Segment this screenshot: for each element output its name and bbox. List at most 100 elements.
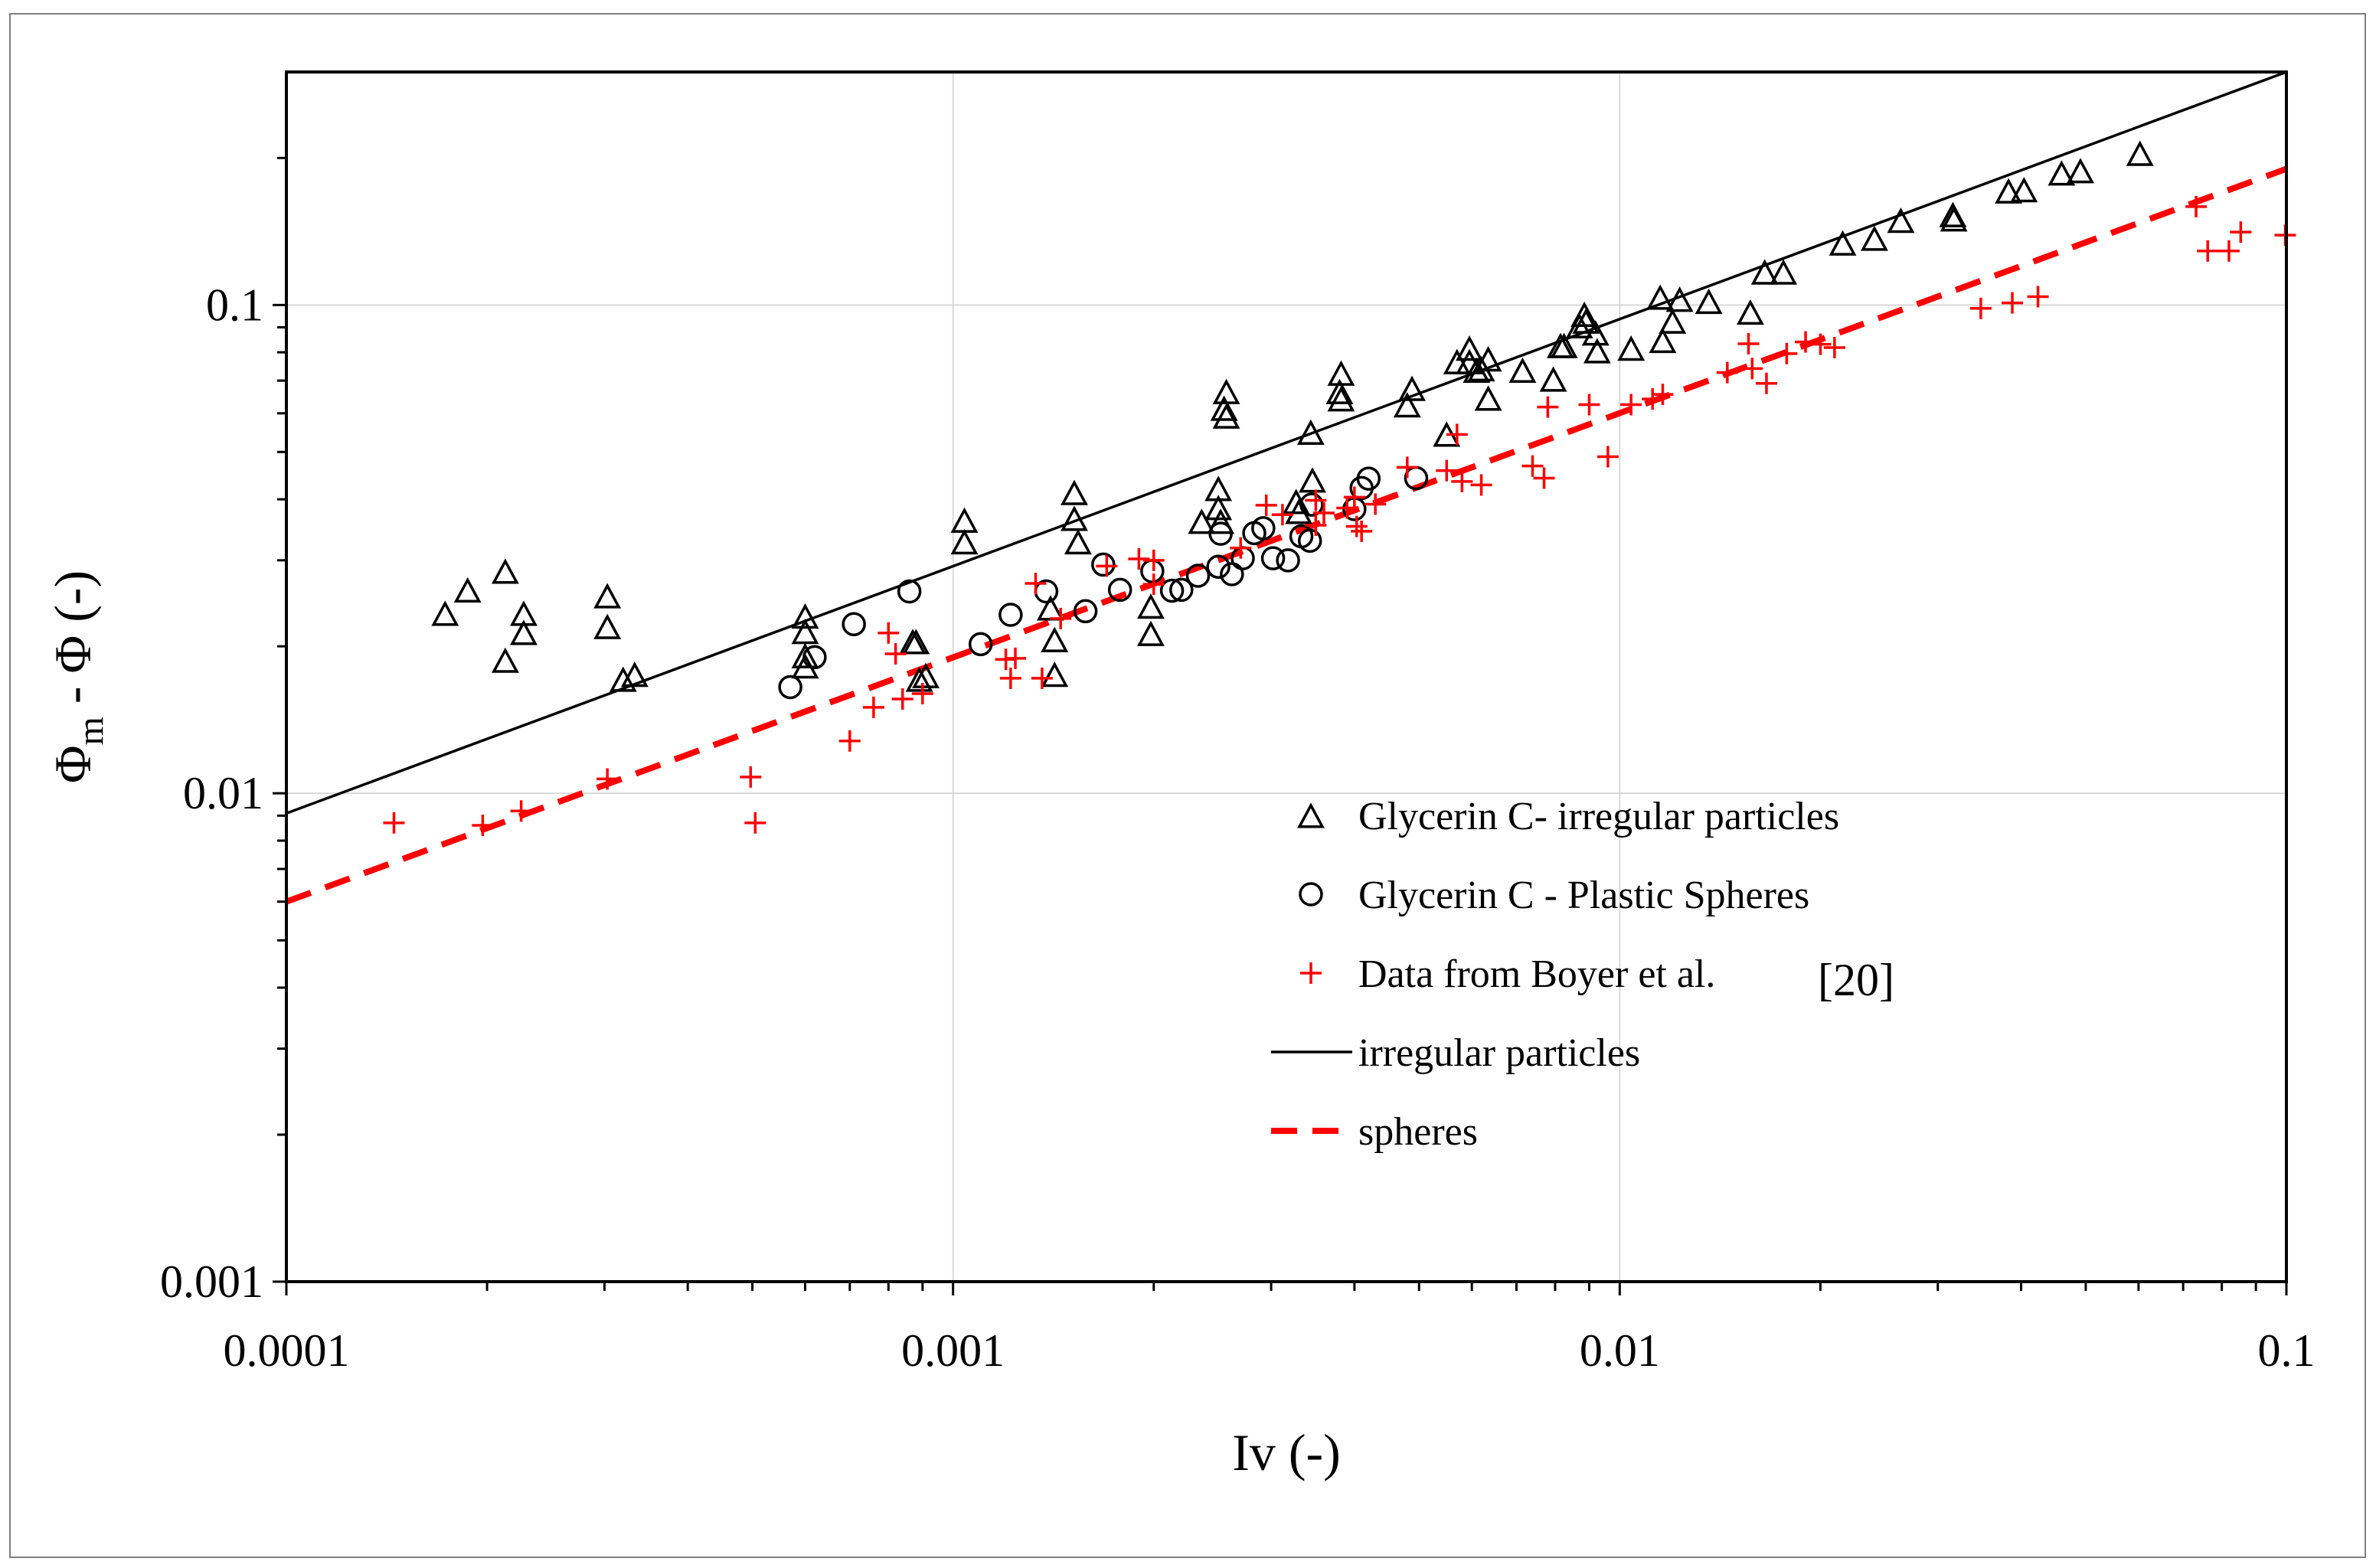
point-irregular <box>1887 207 1915 234</box>
point-sphere <box>1159 578 1185 603</box>
point-boyer <box>1255 494 1277 516</box>
point-irregular <box>1212 378 1240 404</box>
point-irregular <box>1327 386 1355 412</box>
point-boyer <box>1521 455 1544 477</box>
point-irregular <box>1940 206 1968 232</box>
point-irregular <box>1325 378 1354 404</box>
point-boyer <box>1336 497 1358 519</box>
point-boyer <box>1969 297 1992 319</box>
point-sphere <box>1356 466 1381 491</box>
point-boyer <box>1446 423 1468 446</box>
point-boyer <box>1795 331 1817 353</box>
point-irregular <box>1061 479 1088 505</box>
point-sphere <box>998 603 1023 627</box>
series-circle <box>778 466 1429 700</box>
point-irregular <box>2048 160 2076 186</box>
point-irregular <box>593 613 622 639</box>
point-boyer <box>1271 504 1293 526</box>
point-boyer <box>1755 372 1777 394</box>
point-irregular <box>1188 508 1216 534</box>
point-irregular <box>1646 284 1675 310</box>
point-irregular <box>1137 620 1165 646</box>
point-irregular <box>510 619 538 645</box>
point-boyer <box>1142 549 1165 571</box>
legend-marker-triangle <box>1297 802 1325 828</box>
point-irregular <box>1550 332 1578 358</box>
point-irregular <box>1539 366 1567 392</box>
point-boyer <box>1128 547 1150 570</box>
point-irregular <box>1649 327 1677 354</box>
series-plus <box>383 195 2296 836</box>
point-boyer <box>1451 470 1473 492</box>
point-boyer <box>1305 514 1327 536</box>
point-irregular <box>593 583 622 609</box>
point-boyer <box>1776 342 1798 364</box>
point-irregular <box>950 528 979 555</box>
point-boyer <box>2230 221 2252 243</box>
x-axis-title: Iv (-) <box>1232 1423 1341 1481</box>
tick-labels: 0.0001 0.001 0.01 0.1 0.001 0.01 0.1 <box>160 279 2316 1376</box>
point-irregular <box>620 662 649 688</box>
point-irregular <box>1398 375 1426 401</box>
point-irregular <box>1210 395 1238 421</box>
point-sphere <box>1297 528 1322 554</box>
x-tick-label: 0.1 <box>2258 1325 2316 1376</box>
point-boyer <box>1537 396 1559 418</box>
point-sphere <box>802 645 827 670</box>
point-irregular <box>2126 140 2154 166</box>
point-sphere <box>778 675 802 700</box>
point-boyer <box>472 814 494 836</box>
point-boyer <box>2027 286 2049 308</box>
legend-label-irregular-fit: irregular particles <box>1358 1031 1640 1075</box>
chart-frame <box>9 13 2366 1558</box>
point-irregular <box>2010 177 2038 203</box>
y-tick-label: 0.001 <box>160 1256 263 1307</box>
point-sphere <box>1208 521 1233 546</box>
x-tick-label: 0.01 <box>1580 1325 1660 1376</box>
point-boyer <box>1809 333 1832 355</box>
x-tick-label: 0.0001 <box>224 1325 350 1376</box>
point-sphere <box>1299 492 1324 517</box>
point-irregular <box>1204 495 1233 521</box>
point-sphere <box>1073 599 1098 624</box>
legend-label-spheres-data: Glycerin C - Plastic Spheres <box>1358 874 1809 917</box>
point-irregular <box>791 642 819 668</box>
point-boyer <box>1620 394 1642 416</box>
legend-label-irregular: Glycerin C- irregular particles <box>1358 795 1839 838</box>
grid <box>286 72 2286 1282</box>
point-boyer <box>878 622 900 644</box>
point-boyer <box>2197 240 2219 262</box>
point-irregular <box>431 600 459 626</box>
point-boyer <box>1005 647 1027 669</box>
point-irregular <box>1617 335 1646 361</box>
point-irregular <box>453 577 482 603</box>
point-irregular <box>1583 338 1611 364</box>
point-boyer <box>891 688 913 710</box>
point-irregular <box>1750 259 1779 285</box>
point-boyer <box>2002 292 2024 314</box>
point-boyer <box>1642 388 1664 410</box>
point-boyer <box>383 812 405 834</box>
fit-lines <box>285 70 2288 905</box>
point-irregular <box>1770 259 1798 285</box>
point-boyer <box>1396 456 1418 479</box>
point-irregular <box>1659 308 1687 334</box>
point-boyer <box>740 766 762 788</box>
point-irregular <box>1736 299 1764 325</box>
point-irregular <box>1041 662 1069 688</box>
point-boyer <box>2185 195 2208 217</box>
y-axis-title-rest: - Φ (-) <box>44 570 102 717</box>
data-markers <box>383 140 2296 836</box>
point-sphere <box>1091 552 1116 577</box>
point-boyer <box>884 643 907 665</box>
point-boyer <box>1597 446 1619 468</box>
point-boyer <box>1436 459 1458 482</box>
point-boyer <box>1025 573 1047 595</box>
point-sphere <box>1260 546 1286 570</box>
point-irregular <box>1572 308 1600 334</box>
point-irregular <box>1474 385 1502 411</box>
y-axis-title: Φm - Φ (-) <box>44 570 111 783</box>
point-boyer <box>1823 336 1845 358</box>
fit-line-spheres <box>285 165 2288 905</box>
